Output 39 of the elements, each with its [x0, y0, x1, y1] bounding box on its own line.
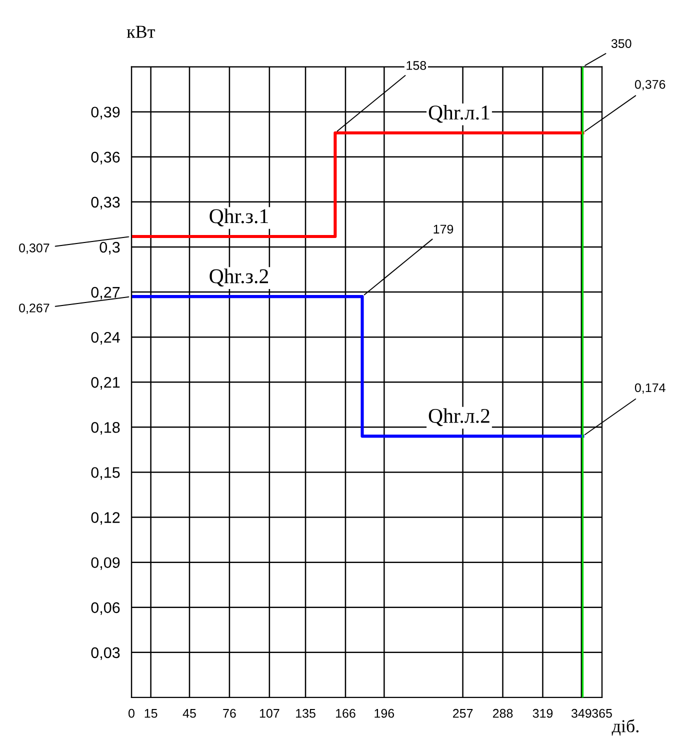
- annotation: 158: [406, 61, 426, 70]
- y-tick-label: 0,33: [91, 196, 120, 210]
- y-tick-label: 0,15: [91, 467, 120, 480]
- x-tick-label: 196: [374, 708, 394, 718]
- x-tick-label: 15: [144, 709, 158, 718]
- annotation: 0,376: [634, 80, 666, 90]
- annotation: 0,174: [634, 383, 666, 394]
- annotation: Qhr.л.2: [428, 408, 490, 426]
- annotation: Qhr.з.2: [210, 268, 268, 286]
- y-tick-label: 0,24: [91, 332, 120, 345]
- y-tick-label: 0,3: [100, 242, 120, 254]
- y-tick-label: 0,21: [91, 377, 120, 390]
- y-tick-label: 0,39: [91, 106, 120, 120]
- y-tick-label: 0,09: [91, 557, 120, 570]
- x-tick-label: 107: [260, 708, 280, 718]
- x-axis-title: діб.: [612, 719, 638, 736]
- y-tick-label: 0,12: [91, 512, 120, 525]
- x-tick-label: 0: [128, 708, 134, 718]
- annotation: 179: [434, 224, 454, 234]
- x-tick-label: 257: [453, 708, 473, 718]
- y-tick-label: 0,27: [91, 286, 120, 300]
- y-axis-title: кВт: [126, 26, 155, 38]
- y-tick-label: 0,03: [91, 647, 120, 660]
- x-tick-label: 349: [571, 708, 592, 718]
- annotation: Qhr.л.1: [428, 104, 490, 123]
- x-tick-label: 166: [336, 708, 356, 718]
- annotation: 0,267: [19, 304, 50, 314]
- annotation: 0,307: [19, 244, 50, 254]
- y-tick-label: 0,36: [91, 152, 120, 164]
- x-tick-label: 135: [296, 708, 316, 718]
- y-tick-label: 0,06: [91, 602, 120, 615]
- y-tick-label: 0,18: [91, 422, 120, 435]
- x-tick-label: 76: [223, 708, 236, 718]
- x-tick-label: 288: [492, 708, 513, 718]
- x-tick-label: 365: [592, 708, 612, 718]
- x-tick-label: 45: [182, 709, 196, 718]
- x-tick-label: 319: [532, 708, 553, 718]
- ref-line-label: 350: [611, 39, 632, 48]
- annotation: Qhr.з.1: [210, 208, 268, 226]
